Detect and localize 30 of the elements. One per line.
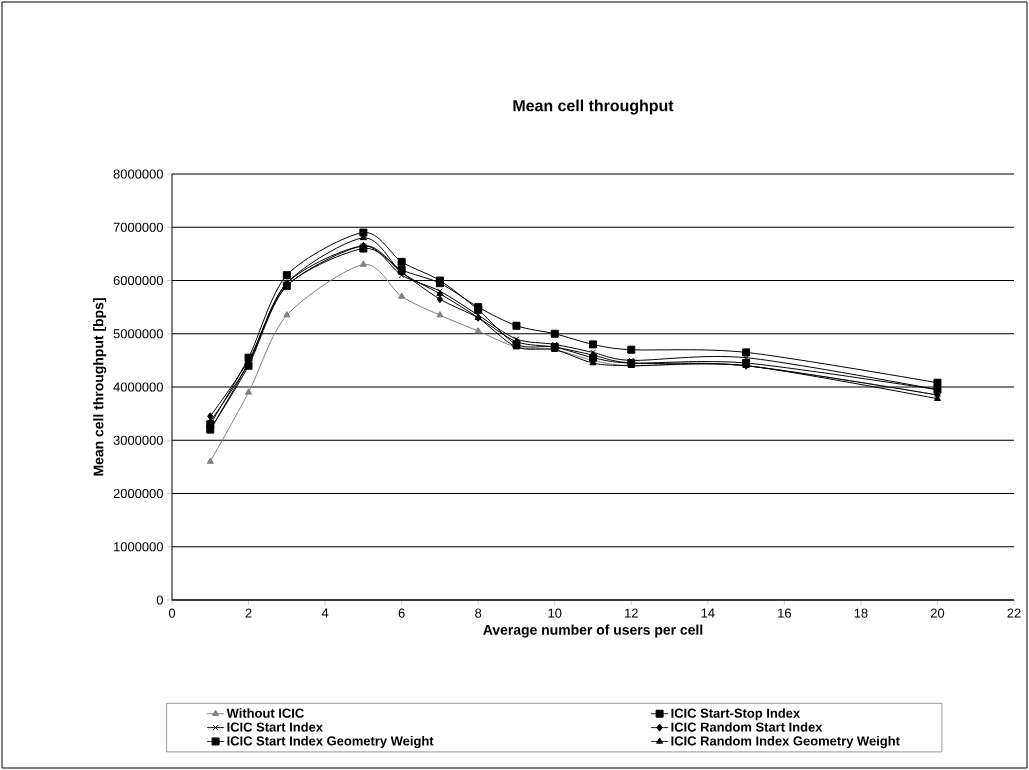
- x-axis-title: Average number of users per cell: [483, 624, 703, 638]
- y-tick-label: 0: [156, 595, 163, 605]
- x-tick-label: 22: [1007, 608, 1021, 618]
- x-tick-label: 8: [475, 608, 482, 618]
- y-tick-label: 7000000: [113, 222, 163, 232]
- chart-title: Mean cell throughput: [513, 99, 674, 115]
- y-tick-label: 4000000: [113, 382, 163, 392]
- legend-label: ICIC Start Index: [227, 722, 323, 732]
- legend-label: ICIC Random Start Index: [671, 722, 823, 732]
- y-tick-label: 2000000: [113, 488, 163, 499]
- x-tick-label: 16: [778, 608, 792, 618]
- x-tick-label: 10: [548, 608, 562, 618]
- x-tick-label: 4: [321, 608, 329, 618]
- y-tick-label: 1000000: [114, 542, 163, 552]
- x-tick-label: 20: [930, 608, 945, 618]
- x-tick-label: 6: [398, 608, 405, 618]
- y-tick-label: 3000000: [113, 435, 163, 445]
- legend-label: ICIC Start Index Geometry Weight: [227, 736, 434, 749]
- y-tick-label: 8000000: [113, 169, 163, 179]
- x-tick-label: 12: [625, 608, 638, 618]
- x-tick-label: 2: [245, 608, 252, 618]
- legend-label: ICIC Start-Stop Index: [671, 708, 801, 721]
- y-tick-label: 6000000: [113, 275, 163, 286]
- x-tick-label: 18: [854, 608, 868, 618]
- legend-label: ICIC Random Index Geometry Weight: [671, 736, 900, 749]
- legend-label: Without ICIC: [226, 708, 304, 718]
- x-tick-label: 14: [701, 608, 715, 618]
- x-tick-label: 0: [168, 608, 176, 618]
- y-axis-title: Mean cell throughput [bps]: [93, 298, 107, 476]
- y-tick-label: 5000000: [113, 329, 163, 339]
